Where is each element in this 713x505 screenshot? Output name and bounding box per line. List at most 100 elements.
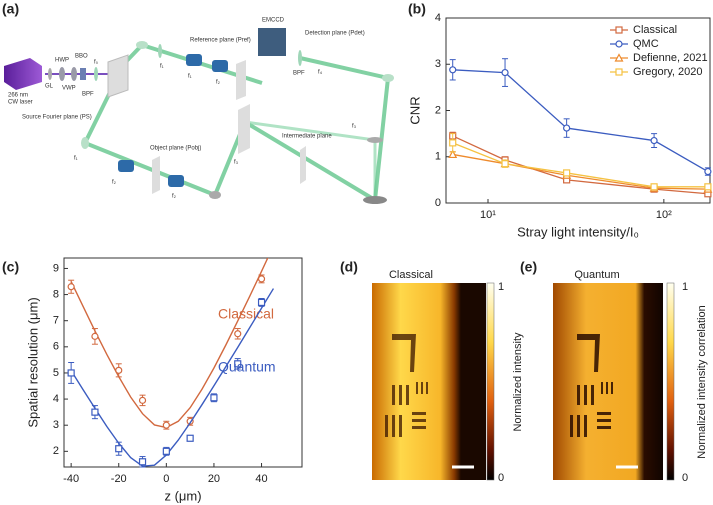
objective xyxy=(212,60,228,72)
x-tick-label: -20 xyxy=(111,473,127,485)
x-tick-label: 10¹ xyxy=(480,209,496,221)
series-line xyxy=(452,135,708,195)
x-axis-label: Stray light intensity/I₀ xyxy=(517,224,639,239)
mirror xyxy=(209,191,221,199)
marker xyxy=(704,167,712,176)
resolution-target xyxy=(385,334,428,437)
diagram-label: BBO xyxy=(75,54,88,60)
y-tick-label: 2 xyxy=(435,104,441,116)
marker xyxy=(91,408,99,416)
filter xyxy=(298,50,302,66)
marker xyxy=(563,169,571,177)
marker xyxy=(650,183,658,191)
marker xyxy=(704,183,712,191)
y-tick-label: 6 xyxy=(53,341,59,353)
diagram-label: VWP xyxy=(62,86,76,92)
diagram-label: Intermediate plane xyxy=(282,134,332,140)
plane xyxy=(152,156,160,194)
x-tick-label: 0 xyxy=(163,473,169,485)
legend-entry: Classical xyxy=(610,24,677,36)
x-tick-label: 10² xyxy=(656,209,672,221)
marker xyxy=(91,332,99,340)
marker xyxy=(563,124,571,132)
panel-label: (c) xyxy=(2,259,19,275)
image-e: Quantum 1 0 Normalized intensity correla… xyxy=(553,269,708,484)
lens xyxy=(367,137,383,143)
diagram-label: f₄ xyxy=(318,70,323,76)
legend-marker xyxy=(615,26,623,34)
series-label: Classical xyxy=(218,306,274,322)
marker xyxy=(138,396,147,404)
mirror xyxy=(382,74,394,82)
plane xyxy=(107,54,129,98)
legend-marker xyxy=(614,53,624,62)
legend-marker xyxy=(615,40,623,48)
legend-entry: Defienne, 2021 xyxy=(610,52,708,64)
series-label: Quantum xyxy=(218,359,276,375)
legend-entry: Gregory, 2020 xyxy=(610,66,703,78)
y-tick-label: 2 xyxy=(53,445,59,457)
marker xyxy=(449,66,457,74)
series: Gregory, 2020 xyxy=(449,66,712,191)
diagram-label: Reference plane (Pref) xyxy=(190,38,251,44)
marker xyxy=(234,360,242,368)
setup-diagram: 266 nm CW laser GL HWP BBO VWP f₀ BPF So… xyxy=(4,18,394,204)
diagram-label: BPF xyxy=(293,71,305,77)
image xyxy=(553,283,663,480)
series-line xyxy=(452,153,708,190)
marker xyxy=(162,447,170,455)
marker xyxy=(257,298,266,307)
legend-label: Classical xyxy=(633,24,677,36)
marker xyxy=(449,139,457,147)
marker xyxy=(67,369,75,377)
diagram-label: Detection plane (Pdet) xyxy=(305,31,365,37)
legend-marker xyxy=(615,68,623,76)
diagram-label: f₁ xyxy=(74,156,78,162)
objective xyxy=(186,54,202,66)
optic xyxy=(59,67,65,81)
diagram-label: EMCCD xyxy=(262,18,285,24)
series: Classical xyxy=(449,24,712,198)
y-tick-label: 3 xyxy=(435,58,441,70)
crystal xyxy=(80,68,86,80)
series: Quantum xyxy=(67,288,276,468)
legend-label: Gregory, 2020 xyxy=(633,66,703,78)
optic xyxy=(48,68,52,80)
y-tick-label: 4 xyxy=(53,393,59,405)
diagram-label: BPF xyxy=(82,92,94,98)
x-tick-label: -40 xyxy=(63,473,79,485)
y-tick-label: 7 xyxy=(53,315,59,327)
panel-label: (e) xyxy=(520,259,537,275)
diagram-label: f₂ xyxy=(172,194,177,200)
marker xyxy=(186,434,194,442)
laser xyxy=(4,58,42,90)
panel-label: (b) xyxy=(408,1,426,17)
image-d: Classical 1 0 Normalized intensity xyxy=(372,269,524,484)
marker xyxy=(210,394,218,402)
marker xyxy=(115,445,123,453)
diagram-label: GL xyxy=(45,84,54,90)
fit-curve xyxy=(70,288,275,467)
series: QMC xyxy=(449,38,712,176)
x-tick-label: 20 xyxy=(208,473,220,485)
marker xyxy=(115,366,123,374)
fit-curve xyxy=(70,258,269,429)
y-axis-label: CNR xyxy=(407,96,422,124)
colorbar-tick: 1 xyxy=(682,281,688,293)
lens xyxy=(158,44,162,58)
lens xyxy=(94,67,98,81)
marker xyxy=(162,421,170,429)
series-line xyxy=(452,69,709,173)
marker xyxy=(501,68,509,77)
diagram-label: HWP xyxy=(55,58,69,64)
y-tick-label: 0 xyxy=(435,197,441,209)
x-axis-label: z (μm) xyxy=(164,488,201,503)
colorbar-label: Normalized intensity xyxy=(512,332,524,432)
y-tick-label: 1 xyxy=(435,151,441,163)
legend-label: QMC xyxy=(633,38,659,50)
y-tick-label: 5 xyxy=(53,367,59,379)
y-tick-label: 8 xyxy=(53,288,59,300)
marker xyxy=(257,275,266,283)
mirror xyxy=(363,196,387,204)
